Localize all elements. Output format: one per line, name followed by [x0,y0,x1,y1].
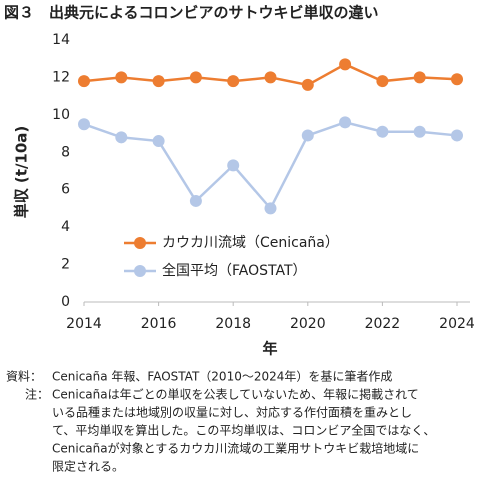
y-tick-label: 6 [61,182,70,198]
point [227,159,240,172]
y-tick-label: 14 [52,32,70,48]
legend-label: 全国平均（FAOSTAT） [162,262,307,279]
y-tick-label: 4 [61,219,70,235]
note-label: 注： [25,387,49,402]
y-axis-label: 単収 (t/10a) [13,126,31,219]
x-tick-label: 2020 [290,316,326,332]
point [339,116,352,129]
y-tick-label: 12 [52,69,70,85]
x-tick-label: 2014 [66,316,102,332]
note-line: いる品種または地域別の収量に対し、対応する作付面積を重みとし [52,405,412,420]
point [115,131,128,144]
point [227,75,240,88]
point [189,71,202,84]
x-tick-label: 2016 [141,316,177,332]
point [376,125,389,138]
x-tick-label: 2022 [365,316,401,332]
y-tick-label: 2 [61,257,70,273]
point [451,129,463,142]
point [413,71,426,84]
note-line: 限定される。 [52,459,124,474]
point [339,58,352,71]
legend-marker [134,265,146,277]
point [451,73,463,86]
point [78,75,90,88]
legend-marker [134,237,146,249]
legend-label: カウカ川流域（Cenicaña） [162,235,339,251]
point [264,202,277,215]
point [301,129,314,142]
point [376,75,389,88]
point [78,118,90,131]
y-tick-label: 10 [52,107,70,123]
point [152,135,165,148]
point [189,194,202,207]
source: Cenicaña 年報、FAOSTAT（2010～2024年）を基に筆者作成 [52,370,392,384]
chart-title: 図３ 出典元によるコロンビアのサトウキビ単収の違い [4,4,379,22]
note-line: て、平均単収を算出した。この平均単収は、コロンビア全国ではなく、 [52,423,435,438]
point [413,125,426,138]
y-tick-label: 0 [61,294,70,310]
point [115,71,128,84]
x-tick-label: 2018 [215,316,251,332]
source-label: 資料： [6,370,42,384]
point [301,78,314,91]
note-line: Cenicañaが対象とするカウカ川流域の工業用サトウキビ栽培地域に [52,441,419,456]
series-line [83,121,458,211]
point [264,71,277,84]
point [152,75,165,88]
y-tick-label: 8 [61,144,70,160]
x-axis-label: 年 [262,340,277,358]
note-line: Cenicañaは年ごとの単収を公表していないため、年報に掲載されて [52,387,419,402]
x-tick-label: 2024 [439,316,475,332]
